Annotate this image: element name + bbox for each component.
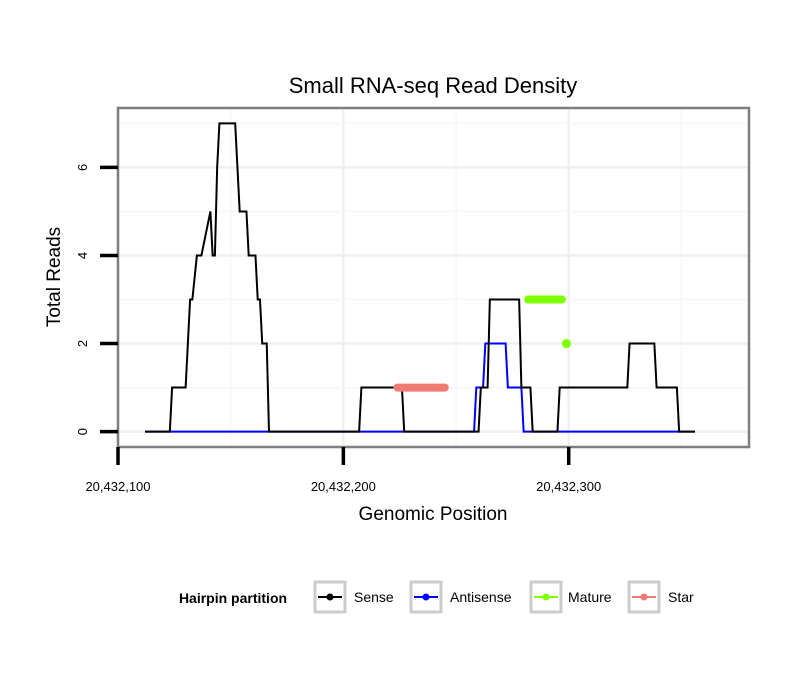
- y-tick-label: 4: [75, 252, 90, 259]
- x-tick-label: 20,432,200: [311, 479, 376, 494]
- x-tick-label: 20,432,100: [85, 479, 150, 494]
- legend-title: Hairpin partition: [179, 590, 287, 606]
- x-tick-label: 20,432,300: [536, 479, 601, 494]
- plot-panel: [118, 108, 749, 447]
- x-axis-title: Genomic Position: [359, 504, 508, 525]
- y-tick-label: 6: [75, 164, 90, 171]
- legend-key-point: [422, 593, 430, 601]
- mature-point: [561, 339, 571, 349]
- legend: Hairpin partition Sense Antisense Mature St…: [179, 580, 694, 614]
- legend-label-antisense: Antisense: [450, 589, 512, 605]
- plot-border: [116, 106, 751, 449]
- gridlines: [116, 108, 749, 447]
- y-tick-label: 0: [75, 428, 90, 435]
- antisense-series-line: [145, 342, 695, 433]
- chart-title: Small RNA-seq Read Density: [289, 73, 578, 98]
- legend-item-sense: Sense: [313, 580, 394, 614]
- legend-item-mature: Mature: [529, 580, 612, 614]
- sense-series-line: [145, 122, 695, 433]
- legend-label-mature: Mature: [568, 589, 612, 605]
- axes: 0 2 4 6 20,432,100 20,432,200 20,432,300: [75, 164, 601, 494]
- legend-label-sense: Sense: [354, 589, 394, 605]
- legend-label-star: Star: [668, 589, 694, 605]
- y-axis-title: Total Reads: [44, 227, 65, 327]
- legend-item-star: Star: [627, 580, 694, 614]
- y-tick-label: 2: [75, 340, 90, 347]
- legend-item-antisense: Antisense: [409, 580, 512, 614]
- legend-key-point: [640, 593, 648, 601]
- data-layer: [145, 122, 695, 433]
- legend-key-point: [542, 593, 550, 601]
- legend-key-point: [326, 593, 334, 601]
